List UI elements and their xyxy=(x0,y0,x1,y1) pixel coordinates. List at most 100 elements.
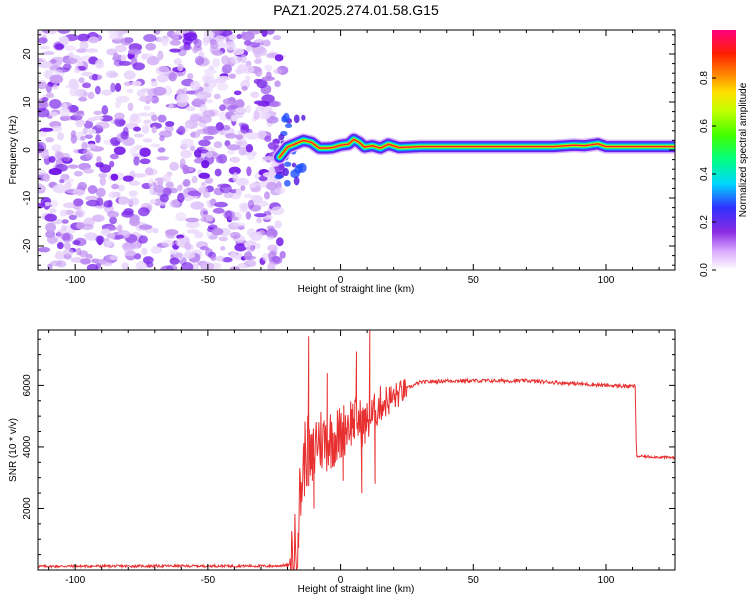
noise-blob xyxy=(182,164,189,175)
noise-blob xyxy=(171,32,180,43)
noise-blob xyxy=(54,252,67,260)
noise-blob xyxy=(49,59,57,64)
noise-blob xyxy=(158,66,170,73)
noise-blob xyxy=(127,48,142,55)
colorbar-label: Normalized spectral amplitude xyxy=(738,82,749,217)
noise-blob xyxy=(144,167,154,176)
noise-blob xyxy=(109,160,115,168)
noise-blob xyxy=(245,131,260,140)
colorbar-tick-label: 0.8 xyxy=(699,71,710,85)
noise-blob xyxy=(232,48,245,56)
noise-blob xyxy=(253,100,265,105)
noise-blob xyxy=(76,221,85,230)
noise-blob xyxy=(179,45,193,51)
noise-blob xyxy=(250,151,257,156)
noise-blob xyxy=(128,190,138,197)
noise-blob xyxy=(240,185,246,191)
noise-blob xyxy=(184,242,192,250)
spectrogram-y-tick-label: 10 xyxy=(22,96,33,108)
noise-blob xyxy=(99,115,113,122)
noise-blob xyxy=(271,206,285,216)
noise-blob xyxy=(38,184,46,194)
noise-blob xyxy=(106,233,116,239)
noise-blob xyxy=(123,81,132,87)
noise-blob xyxy=(44,201,51,207)
noise-blob xyxy=(194,231,204,239)
noise-blob xyxy=(218,236,228,242)
noise-blob xyxy=(85,134,93,139)
noise-blob xyxy=(244,251,253,261)
noise-blob xyxy=(80,135,86,141)
noise-blob xyxy=(105,70,118,79)
noise-blob xyxy=(92,214,105,223)
snr-y-tick-label: 2000 xyxy=(22,497,33,520)
colorbar-tick-label: 0.4 xyxy=(699,167,710,181)
noise-blob xyxy=(120,37,132,46)
noise-blob xyxy=(56,151,64,159)
noise-blob xyxy=(51,68,63,74)
noise-blob xyxy=(143,33,157,43)
noise-blob xyxy=(135,261,147,270)
noise-blob xyxy=(142,138,153,143)
noise-blob xyxy=(273,68,283,75)
colorbar: 0.0 0.2 0.4 0.6 0.8 Normalized spectral ampl… xyxy=(699,30,749,277)
noise-blob xyxy=(82,91,89,97)
noise-blob xyxy=(72,112,85,118)
noise-blob xyxy=(88,36,100,44)
noise-blob xyxy=(129,146,137,156)
noise-blob xyxy=(235,134,244,141)
noise-blob xyxy=(95,121,110,129)
signal-track-core xyxy=(278,138,675,158)
noise-blob xyxy=(109,216,117,225)
noise-blob xyxy=(99,164,112,173)
noise-blob xyxy=(253,38,266,44)
noise-blob xyxy=(284,161,292,167)
noise-blob xyxy=(238,146,247,156)
noise-blob xyxy=(85,195,99,201)
noise-blob xyxy=(227,216,239,221)
snr-plot-frame xyxy=(37,329,676,571)
noise-blob xyxy=(198,172,211,179)
noise-blob xyxy=(265,30,275,35)
noise-blob xyxy=(272,35,282,41)
noise-blob xyxy=(78,162,91,171)
noise-blob xyxy=(241,85,248,91)
noise-blob xyxy=(77,33,91,42)
noise-blob xyxy=(282,168,289,177)
noise-blob xyxy=(232,172,239,182)
noise-blob xyxy=(113,118,120,125)
noise-blob xyxy=(114,44,127,53)
noise-blob xyxy=(221,55,230,65)
noise-blob xyxy=(262,172,274,178)
noise-blob xyxy=(246,245,255,253)
noise-blob xyxy=(111,183,120,190)
noise-blob xyxy=(72,189,86,196)
noise-blob xyxy=(175,212,187,222)
noise-blob xyxy=(187,190,202,197)
spectrogram-noise-blobs xyxy=(38,30,307,270)
noise-blob xyxy=(120,54,127,63)
spectrogram-y-tick-label: -20 xyxy=(22,238,33,253)
noise-blob xyxy=(81,141,88,151)
noise-blob xyxy=(197,186,206,194)
noise-blob xyxy=(64,178,75,183)
noise-blob xyxy=(152,86,167,96)
noise-blob xyxy=(177,125,186,136)
noise-blob xyxy=(38,144,45,154)
noise-blob xyxy=(256,217,263,224)
noise-blob xyxy=(101,105,109,115)
noise-blob xyxy=(152,227,159,234)
noise-blob xyxy=(157,114,167,123)
noise-blob xyxy=(230,231,241,239)
noise-blob xyxy=(139,158,151,165)
noise-blob xyxy=(169,199,181,208)
noise-blob xyxy=(38,107,50,118)
noise-blob xyxy=(254,66,263,77)
noise-blob xyxy=(279,251,286,259)
noise-blob xyxy=(200,208,209,218)
noise-blob xyxy=(87,91,95,100)
noise-blob xyxy=(203,68,217,75)
noise-blob xyxy=(95,235,105,244)
noise-blob xyxy=(52,84,59,91)
noise-blob xyxy=(235,98,245,109)
